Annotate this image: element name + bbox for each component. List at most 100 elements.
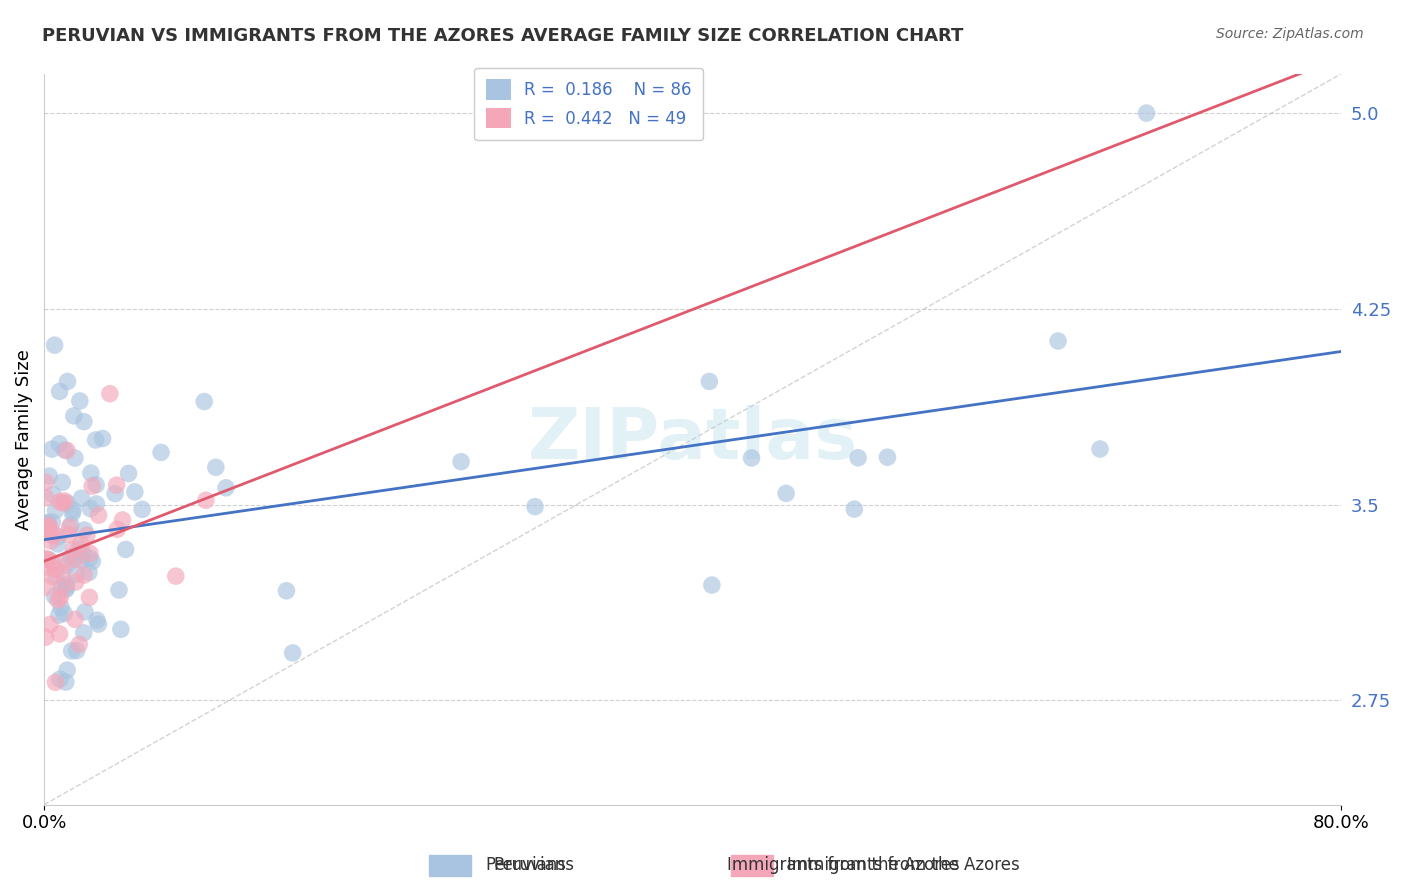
Immigrants from the Azores — [65, 552, 87, 566]
Peruvians — [86, 497, 108, 511]
Immigrants from the Azores — [41, 569, 63, 583]
Peruvians — [67, 541, 90, 556]
Peruvians — [59, 517, 82, 532]
Peruvians — [775, 486, 797, 500]
Immigrants from the Azores — [194, 493, 217, 508]
Peruvians — [48, 608, 70, 623]
Peruvians — [110, 622, 132, 636]
Immigrants from the Azores — [55, 555, 77, 569]
Immigrants from the Azores — [63, 612, 86, 626]
Immigrants from the Azores — [35, 630, 58, 644]
Immigrants from the Azores — [35, 560, 58, 574]
Immigrants from the Azores — [165, 569, 187, 583]
Immigrants from the Azores — [52, 496, 75, 510]
Peruvians — [73, 605, 96, 619]
Peruvians — [876, 450, 898, 465]
Immigrants from the Azores — [52, 579, 75, 593]
Immigrants from the Azores — [39, 534, 62, 549]
Peruvians — [62, 503, 84, 517]
Peruvians — [84, 477, 107, 491]
Bar — [429, 855, 471, 876]
Peruvians — [49, 581, 72, 595]
Immigrants from the Azores — [35, 523, 58, 537]
Text: ZIPatlas: ZIPatlas — [527, 405, 858, 474]
Immigrants from the Azores — [51, 566, 73, 580]
Immigrants from the Azores — [111, 513, 134, 527]
Immigrants from the Azores — [53, 493, 76, 508]
Peruvians — [70, 491, 93, 505]
Peruvians — [91, 432, 114, 446]
Peruvians — [84, 433, 107, 447]
Immigrants from the Azores — [79, 591, 101, 605]
Peruvians — [82, 554, 104, 568]
Text: Immigrants from the Azores: Immigrants from the Azores — [727, 856, 960, 874]
Immigrants from the Azores — [37, 552, 59, 566]
Peruvians — [87, 617, 110, 632]
Peruvians — [108, 582, 131, 597]
Immigrants from the Azores — [35, 580, 58, 594]
Bar — [731, 855, 773, 876]
Immigrants from the Azores — [41, 528, 63, 542]
Peruvians — [48, 384, 70, 399]
Peruvians — [69, 394, 91, 409]
Peruvians — [205, 460, 228, 475]
Peruvians — [59, 549, 82, 564]
Peruvians — [46, 537, 69, 551]
Immigrants from the Azores — [44, 675, 66, 690]
Immigrants from the Azores — [44, 563, 66, 577]
Text: Peruvians: Peruvians — [485, 856, 567, 874]
Peruvians — [44, 503, 66, 517]
Y-axis label: Average Family Size: Average Family Size — [15, 349, 32, 530]
Peruvians — [37, 519, 59, 533]
Immigrants from the Azores — [70, 536, 93, 550]
Peruvians — [37, 516, 59, 530]
Immigrants from the Azores — [105, 522, 128, 536]
Peruvians — [72, 553, 94, 567]
Peruvians — [131, 502, 153, 516]
Peruvians — [844, 502, 866, 516]
Immigrants from the Azores — [73, 568, 96, 582]
Peruvians — [55, 675, 77, 690]
Immigrants from the Azores — [39, 617, 62, 632]
Peruvians — [55, 582, 77, 597]
Peruvians — [846, 450, 869, 465]
Peruvians — [1135, 106, 1157, 120]
Peruvians — [104, 486, 127, 500]
Immigrants from the Azores — [46, 593, 69, 607]
Peruvians — [281, 646, 304, 660]
Peruvians — [77, 566, 100, 580]
Immigrants from the Azores — [39, 520, 62, 534]
Peruvians — [1088, 442, 1111, 456]
Peruvians — [44, 589, 66, 603]
Peruvians — [117, 467, 139, 481]
Peruvians — [193, 394, 215, 409]
Legend: R =  0.186    N = 86, R =  0.442   N = 49: R = 0.186 N = 86, R = 0.442 N = 49 — [474, 68, 703, 140]
Immigrants from the Azores — [35, 491, 58, 505]
Immigrants from the Azores — [105, 478, 128, 492]
Peruvians — [450, 455, 472, 469]
Text: Peruvians: Peruvians — [494, 856, 575, 874]
Immigrants from the Azores — [76, 528, 98, 542]
Immigrants from the Azores — [98, 386, 121, 401]
Immigrants from the Azores — [35, 523, 58, 537]
Peruvians — [56, 496, 79, 510]
Peruvians — [53, 607, 76, 621]
Peruvians — [49, 600, 72, 615]
Immigrants from the Azores — [65, 575, 87, 590]
Peruvians — [35, 516, 58, 531]
Peruvians — [79, 501, 101, 516]
Immigrants from the Azores — [62, 542, 84, 557]
Text: PERUVIAN VS IMMIGRANTS FROM THE AZORES AVERAGE FAMILY SIZE CORRELATION CHART: PERUVIAN VS IMMIGRANTS FROM THE AZORES A… — [42, 27, 963, 45]
Peruvians — [38, 553, 60, 567]
Peruvians — [44, 338, 66, 352]
Immigrants from the Azores — [82, 479, 104, 493]
Peruvians — [55, 558, 77, 573]
Immigrants from the Azores — [49, 495, 72, 509]
Peruvians — [124, 484, 146, 499]
Immigrants from the Azores — [49, 591, 72, 605]
Immigrants from the Azores — [58, 520, 80, 534]
Peruvians — [38, 469, 60, 483]
Peruvians — [45, 568, 67, 582]
Immigrants from the Azores — [35, 551, 58, 566]
Peruvians — [73, 523, 96, 537]
